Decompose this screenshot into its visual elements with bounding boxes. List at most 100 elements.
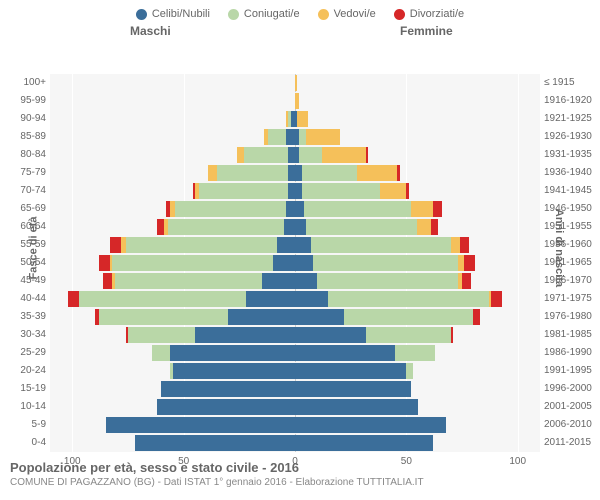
bar-male bbox=[193, 183, 295, 199]
birth-label: 1956-1960 bbox=[544, 239, 592, 250]
bar-segment bbox=[295, 291, 328, 307]
bar-segment bbox=[313, 255, 458, 271]
birth-label: 2011-2015 bbox=[544, 437, 591, 448]
bar-segment bbox=[286, 129, 295, 145]
bar-segment bbox=[217, 165, 288, 181]
bar-male bbox=[286, 111, 295, 127]
bar-female bbox=[295, 327, 453, 343]
bar-segment bbox=[395, 345, 435, 361]
bar-segment bbox=[406, 363, 413, 379]
bar-segment bbox=[451, 327, 453, 343]
bar-segment bbox=[284, 219, 295, 235]
age-row bbox=[50, 218, 540, 236]
birth-label: 1926-1930 bbox=[544, 131, 592, 142]
age-label: 10-14 bbox=[18, 401, 46, 412]
age-label: 25-29 bbox=[18, 347, 46, 358]
age-row bbox=[50, 362, 540, 380]
bar-segment bbox=[135, 435, 295, 451]
bar-segment bbox=[268, 129, 286, 145]
bar-female bbox=[295, 345, 435, 361]
bar-segment bbox=[406, 183, 408, 199]
bar-segment bbox=[295, 435, 433, 451]
age-label: 80-84 bbox=[18, 149, 46, 160]
legend-item: Coniugati/e bbox=[228, 8, 300, 20]
bar-segment bbox=[152, 345, 170, 361]
legend-label: Celibi/Nubili bbox=[152, 8, 210, 20]
bar-segment bbox=[302, 165, 358, 181]
bar-female bbox=[295, 147, 368, 163]
bar-segment bbox=[288, 165, 295, 181]
age-label: 65-69 bbox=[18, 203, 46, 214]
bar-female bbox=[295, 237, 469, 253]
age-row bbox=[50, 182, 540, 200]
bar-segment bbox=[173, 363, 296, 379]
bar-segment bbox=[110, 237, 121, 253]
bar-segment bbox=[237, 147, 244, 163]
bar-segment bbox=[299, 147, 321, 163]
legend-item: Vedovi/e bbox=[318, 8, 376, 20]
bar-male bbox=[110, 237, 295, 253]
age-row bbox=[50, 164, 540, 182]
bar-segment bbox=[157, 399, 295, 415]
bar-segment bbox=[295, 309, 344, 325]
bar-female bbox=[295, 363, 413, 379]
bar-segment bbox=[295, 93, 299, 109]
bar-male bbox=[152, 345, 295, 361]
bar-female bbox=[295, 201, 442, 217]
bar-segment bbox=[103, 273, 112, 289]
bar-segment bbox=[311, 237, 451, 253]
bar-female bbox=[295, 399, 418, 415]
bar-segment bbox=[411, 201, 433, 217]
bar-segment bbox=[328, 291, 488, 307]
legend-item: Celibi/Nubili bbox=[136, 8, 210, 20]
bar-female bbox=[295, 183, 409, 199]
chart-title: Popolazione per età, sesso e stato civil… bbox=[10, 460, 590, 475]
bar-female bbox=[295, 273, 471, 289]
age-row bbox=[50, 200, 540, 218]
birth-label: 1941-1945 bbox=[544, 185, 592, 196]
birth-label: 1981-1985 bbox=[544, 329, 592, 340]
bar-segment bbox=[317, 273, 457, 289]
bar-segment bbox=[208, 165, 217, 181]
female-label: Femmine bbox=[400, 24, 453, 38]
age-label: 35-39 bbox=[18, 311, 46, 322]
bar-female bbox=[295, 111, 308, 127]
bar-segment bbox=[288, 183, 295, 199]
age-row bbox=[50, 74, 540, 92]
bar-segment bbox=[295, 399, 418, 415]
bar-segment bbox=[304, 201, 411, 217]
age-label: 20-24 bbox=[18, 365, 46, 376]
bar-male bbox=[237, 147, 295, 163]
bar-segment bbox=[464, 255, 475, 271]
bar-segment bbox=[357, 165, 397, 181]
birth-label: 2006-2010 bbox=[544, 419, 592, 430]
bar-segment bbox=[431, 219, 438, 235]
bar-segment bbox=[295, 363, 406, 379]
age-row bbox=[50, 434, 540, 452]
legend-label: Vedovi/e bbox=[334, 8, 376, 20]
plot-area bbox=[50, 74, 540, 452]
chart: Maschi Femmine Fasce di età Anni di nasc… bbox=[0, 24, 600, 472]
bar-segment bbox=[286, 201, 295, 217]
bar-segment bbox=[380, 183, 407, 199]
legend-dot bbox=[394, 9, 405, 20]
bar-segment bbox=[277, 237, 295, 253]
bar-segment bbox=[366, 147, 368, 163]
bar-male bbox=[103, 273, 295, 289]
bar-segment bbox=[295, 273, 317, 289]
birth-label: ≤ 1915 bbox=[544, 77, 575, 88]
age-row bbox=[50, 110, 540, 128]
bar-segment bbox=[288, 147, 295, 163]
bar-female bbox=[295, 93, 299, 109]
age-row bbox=[50, 236, 540, 254]
bar-segment bbox=[302, 183, 380, 199]
birth-label: 1961-1965 bbox=[544, 257, 592, 268]
bar-male bbox=[161, 381, 295, 397]
bar-male bbox=[208, 165, 295, 181]
birth-label: 1916-1920 bbox=[544, 95, 592, 106]
birth-label: 1966-1970 bbox=[544, 275, 592, 286]
bar-segment bbox=[168, 219, 284, 235]
age-label: 40-44 bbox=[18, 293, 46, 304]
legend-item: Divorziati/e bbox=[394, 8, 464, 20]
birth-label: 1946-1950 bbox=[544, 203, 592, 214]
